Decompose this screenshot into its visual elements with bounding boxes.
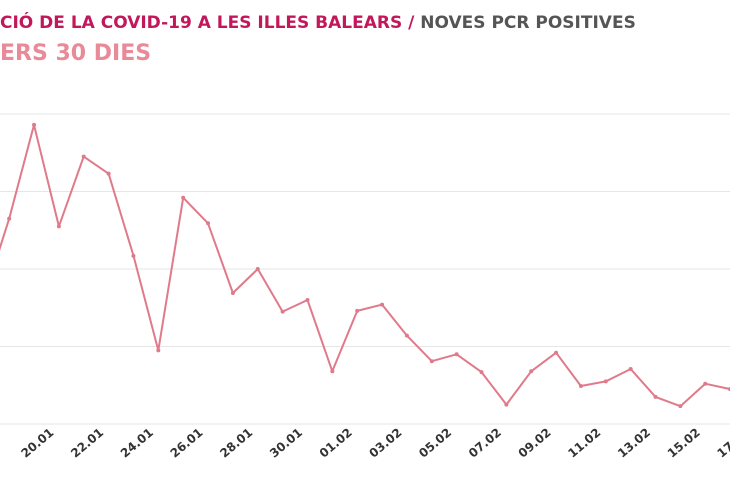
x-tick-label: 13.02 — [615, 425, 653, 460]
title-secondary: NOVES PCR POSITIVES — [420, 13, 636, 33]
data-point — [504, 402, 509, 407]
title-main: CIÓ DE LA COVID-19 A LES ILLES BALEARS — [0, 11, 402, 33]
data-point — [603, 379, 608, 384]
x-tick-label: 15.02 — [665, 425, 703, 460]
data-point — [305, 298, 310, 302]
title-separator: / — [408, 13, 415, 33]
data-point — [703, 381, 708, 386]
data-point — [255, 267, 260, 271]
x-tick-label: 26.01 — [168, 425, 206, 460]
x-tick-label: 22.01 — [68, 425, 106, 460]
data-point — [454, 352, 459, 357]
data-point — [7, 216, 12, 221]
data-point — [678, 404, 683, 409]
data-point — [56, 224, 61, 229]
data-point — [81, 154, 86, 159]
x-tick-label: 24.01 — [118, 425, 156, 460]
x-tick-label: 30.01 — [267, 425, 305, 460]
data-line — [0, 123, 730, 408]
chart-title: CIÓ DE LA COVID-19 A LES ILLES BALEARS /… — [0, 11, 636, 33]
data-point — [653, 394, 658, 399]
data-point — [230, 291, 235, 296]
data-point — [106, 171, 111, 176]
x-tick-label: 11.02 — [565, 425, 603, 460]
x-tick-label: 07.02 — [466, 425, 504, 460]
data-point — [554, 350, 559, 355]
data-point — [380, 302, 385, 307]
data-point — [206, 221, 211, 226]
x-tick-label: 28.01 — [217, 425, 255, 460]
x-tick-label: 05.02 — [416, 425, 454, 460]
data-point — [628, 366, 633, 371]
x-tick-label: 01.02 — [317, 425, 355, 460]
data-point — [404, 333, 409, 338]
subtitle: ERS 30 DIES — [0, 41, 151, 66]
data-point — [529, 369, 534, 374]
data-point — [32, 122, 37, 127]
data-point — [330, 369, 335, 374]
x-tick-label: 09.02 — [516, 425, 554, 460]
x-tick-label: 03.02 — [366, 425, 404, 460]
data-point — [181, 195, 186, 200]
data-point — [156, 348, 161, 353]
data-point — [280, 309, 285, 314]
data-point — [131, 253, 136, 258]
data-point — [578, 384, 583, 389]
x-tick-label: 17.02 — [714, 425, 730, 460]
data-point — [355, 308, 360, 313]
data-point — [479, 370, 484, 375]
x-tick-label: 20.01 — [18, 425, 56, 460]
data-point — [429, 359, 434, 364]
